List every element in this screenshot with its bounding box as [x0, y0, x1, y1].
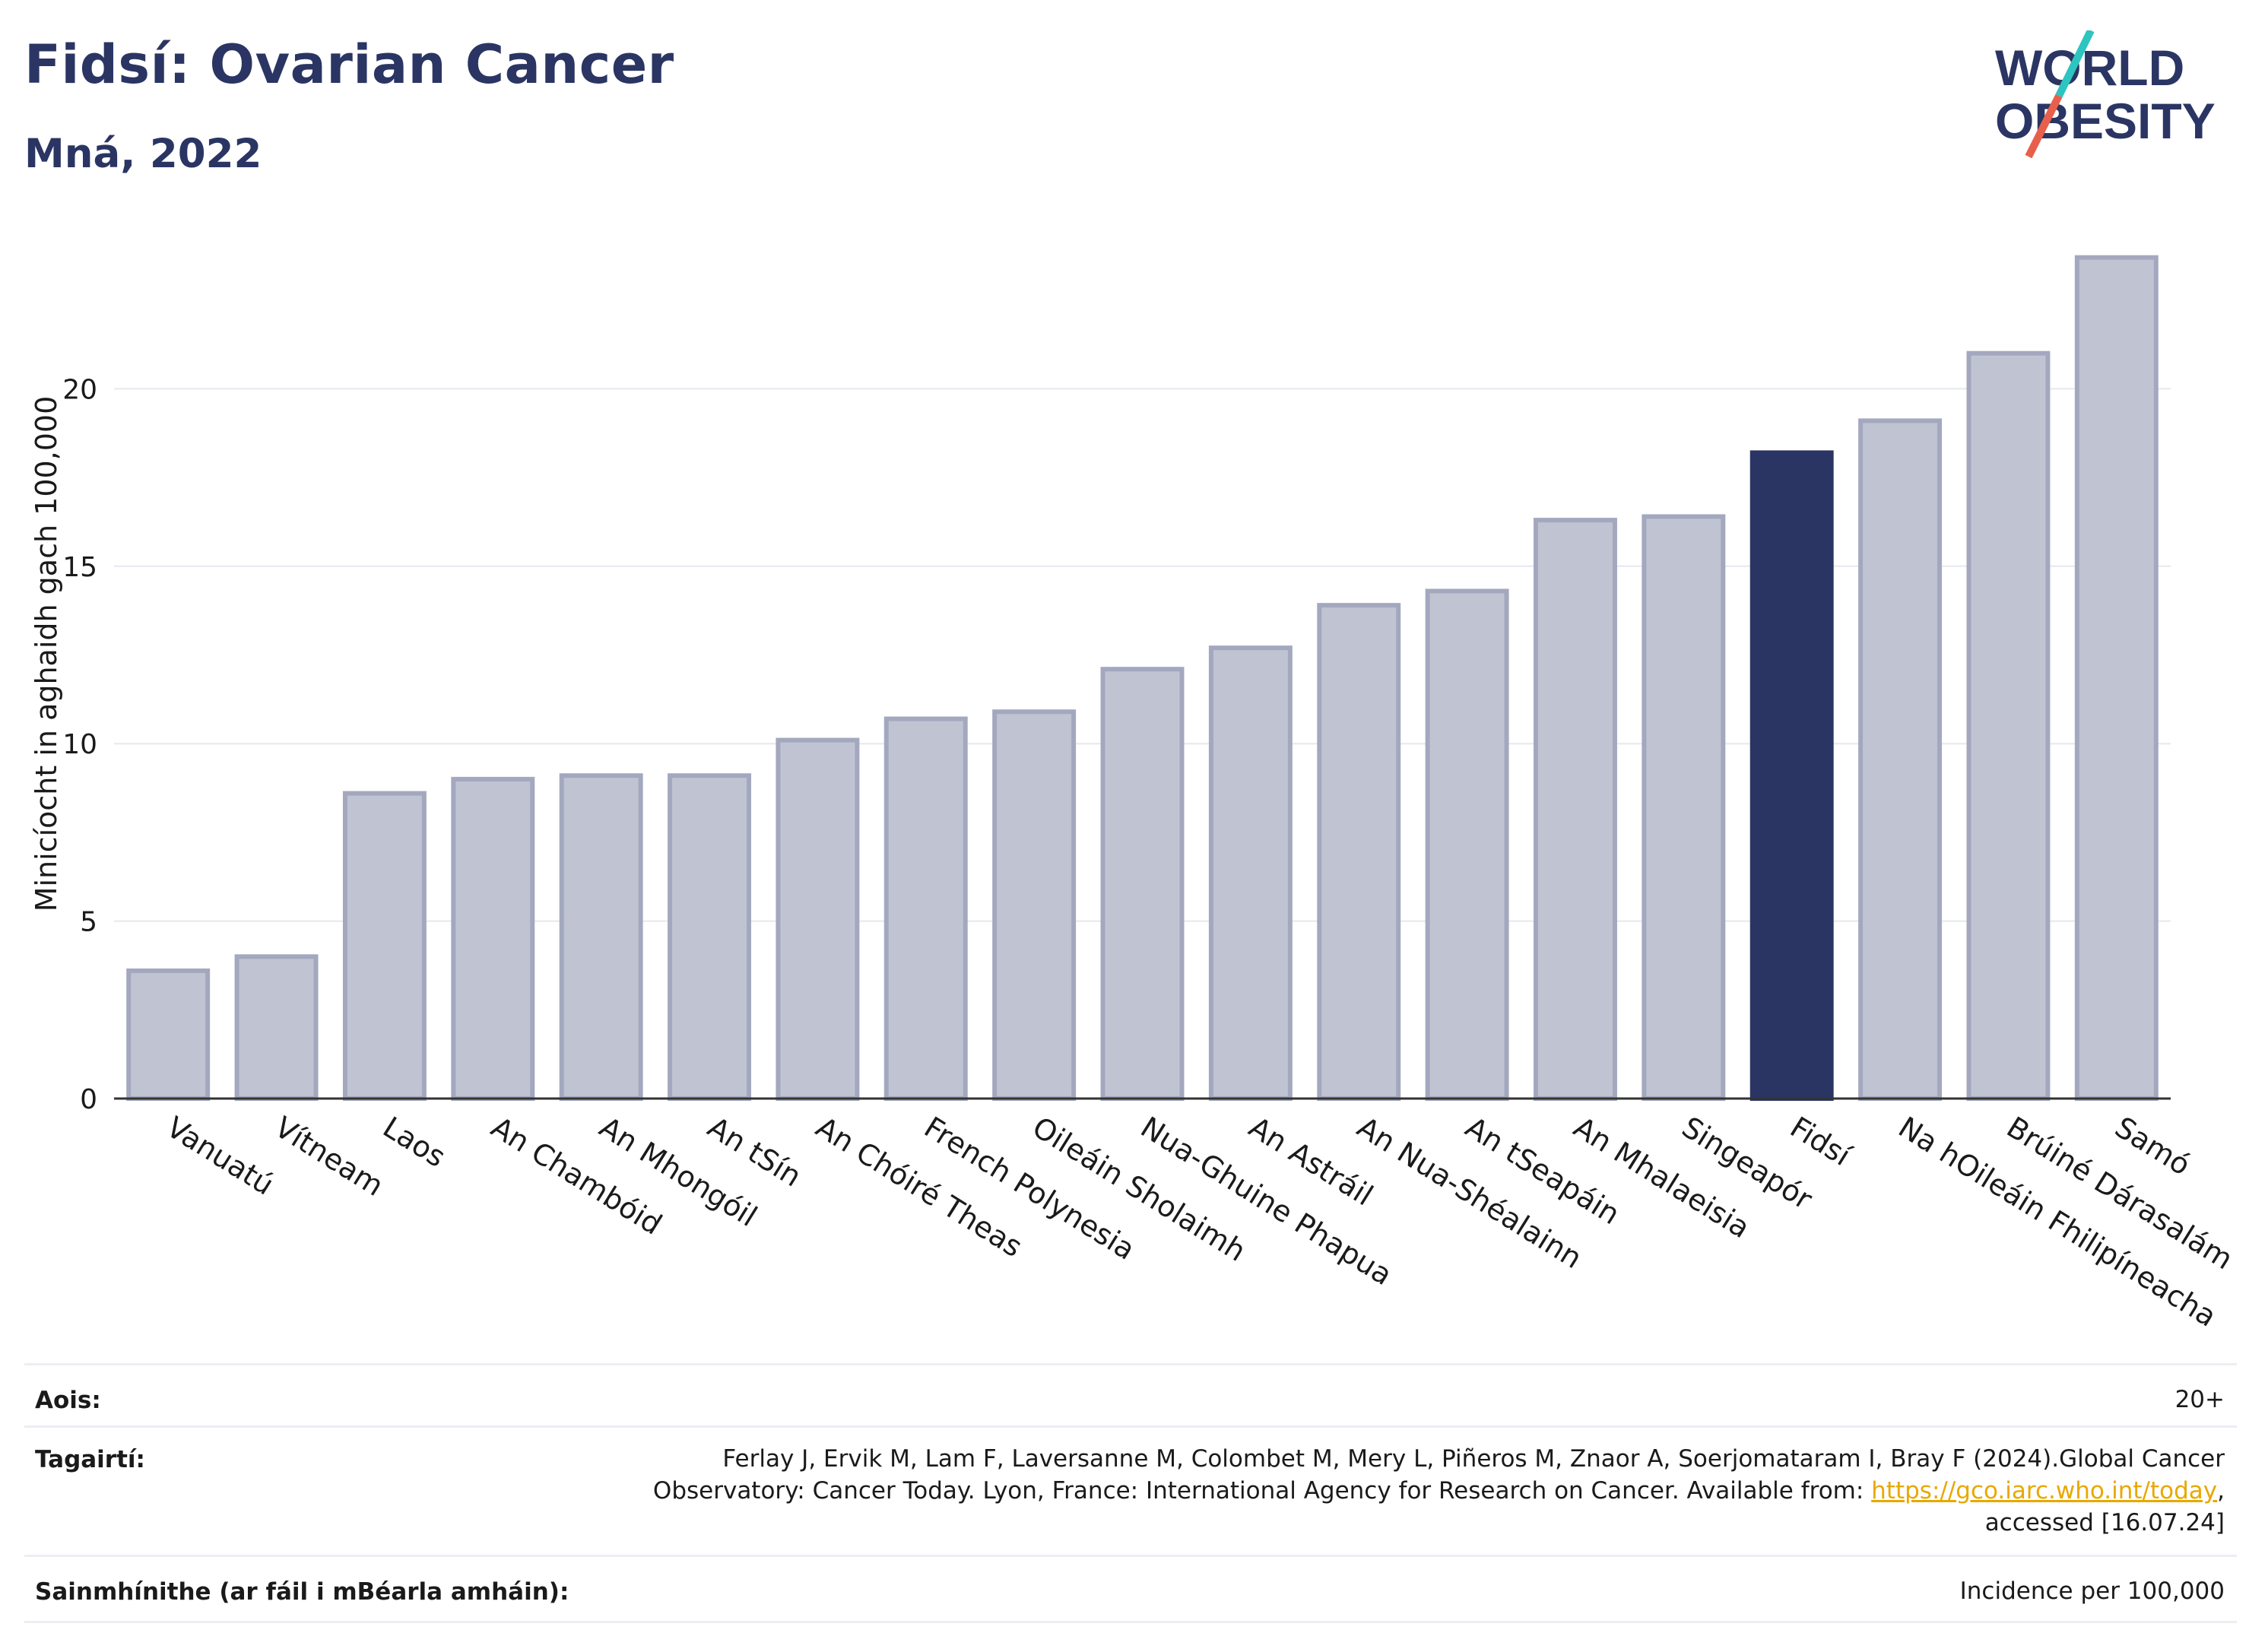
chart-subtitle: Mná, 2022	[24, 131, 262, 177]
reference-row: Tagairtí: Ferlay J, Ervik M, Lam F, Lave…	[24, 1425, 2237, 1557]
bar-laos	[342, 791, 427, 1101]
bar-an-ts-n	[668, 773, 751, 1101]
bar-chart: 0 5 10 15 20 Minicíocht in aghaidh gach 100,…	[30, 255, 2238, 1333]
x-tick-label: Vítneam	[269, 1110, 389, 1203]
definition-label: Sainmhínithe (ar fáil i mBéarla amháin):	[35, 1578, 569, 1606]
bar-an-mhong-il	[559, 773, 643, 1101]
bar-v-tneam	[234, 954, 319, 1102]
reference-text: Ferlay J, Ervik M, Lam F, Laversanne M, …	[400, 1443, 2225, 1539]
reference-line-2: Observatory: Cancer Today. Lyon, France:…	[400, 1475, 2225, 1507]
bars	[126, 255, 2159, 1102]
reference-link[interactable]: https://gco.iarc.who.int/today	[1871, 1477, 2218, 1505]
bar-oile-in-sholaimh	[992, 709, 1077, 1101]
x-tick-label: Vanuatú	[160, 1110, 279, 1201]
definition-value: Incidence per 100,000	[1959, 1577, 2225, 1605]
definition-row: Sainmhínithe (ar fáil i mBéarla amháin):…	[24, 1555, 2237, 1623]
logo-text-world: WORLD	[1995, 40, 2184, 96]
y-tick-label: 0	[80, 1084, 97, 1115]
bar-br-in-d-rasal-m	[1966, 350, 2051, 1102]
y-axis-ticks: 0 5 10 15 20	[62, 374, 97, 1115]
logo-slash-top	[2055, 30, 2095, 98]
x-tick-label: Laos	[377, 1110, 452, 1174]
bar-french-polynesia	[883, 716, 968, 1101]
reference-line-2-end: ,	[2217, 1477, 2225, 1505]
bar-sam-	[2074, 255, 2159, 1102]
bar-an-ch-ir-theas	[776, 737, 860, 1101]
info-table: Aois: 20+ Tagairtí: Ferlay J, Ervik M, L…	[24, 1363, 2237, 1623]
bar-an-tseap-in	[1425, 588, 1509, 1101]
bar-an-nua-sh-alainn	[1317, 603, 1401, 1101]
reference-label: Tagairtí:	[35, 1446, 145, 1473]
age-value: 20+	[2174, 1386, 2225, 1413]
bar-singeap-r	[1642, 514, 1726, 1101]
bar-fids-	[1749, 450, 1834, 1101]
reference-line-2-text: Observatory: Cancer Today. Lyon, France:…	[652, 1477, 1872, 1505]
bar-na-hoile-in-fhilip-neacha	[1858, 418, 1943, 1101]
bar-nua-ghuine-phapua	[1100, 667, 1185, 1101]
bar-an-chamb-id	[451, 776, 535, 1101]
bar-an-mhalaeisia	[1534, 518, 1617, 1101]
y-tick-label: 20	[62, 374, 97, 405]
logo-slash-bottom	[2025, 94, 2063, 159]
x-tick-label: An Chóiré Theas	[810, 1110, 1029, 1264]
y-axis-label: Minicíocht in aghaidh gach 100,000	[30, 396, 63, 912]
x-tick-label: Samó	[2109, 1110, 2197, 1181]
logo-text-obesity: OBESITY	[1995, 93, 2216, 149]
reference-line-3: accessed [16.07.24]	[1984, 1509, 2225, 1536]
world-obesity-logo: WORLD OBESITY	[1995, 30, 2216, 159]
age-row: Aois: 20+	[24, 1363, 2237, 1428]
bar-an-astr-il	[1208, 645, 1293, 1101]
age-label: Aois:	[35, 1387, 101, 1414]
chart-title: Fidsí: Ovarian Cancer	[24, 33, 674, 96]
x-tick-label: Fidsí	[1784, 1110, 1857, 1173]
bar-vanuat-	[126, 968, 211, 1102]
y-tick-label: 15	[62, 552, 97, 583]
reference-line-1: Ferlay J, Ervik M, Lam F, Laversanne M, …	[722, 1445, 2225, 1473]
y-tick-label: 5	[80, 907, 97, 938]
y-tick-label: 10	[62, 729, 97, 760]
